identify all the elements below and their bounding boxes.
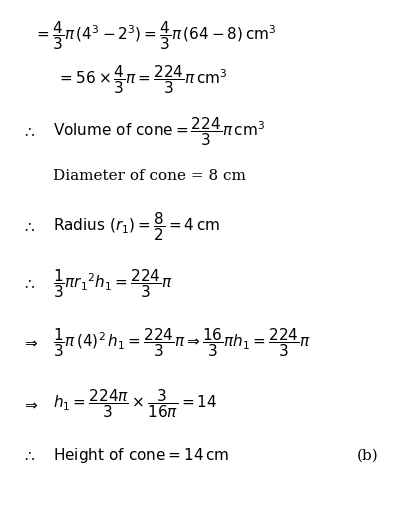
Text: $= \dfrac{4}{3}\pi\,(4^3 - 2^3) = \dfrac{4}{3}\pi\,(64 - 8)\,\mathrm{cm}^3$: $= \dfrac{4}{3}\pi\,(4^3 - 2^3) = \dfrac… xyxy=(34,19,276,52)
Text: $\dfrac{1}{3}\pi\,(4)^2\,h_1 = \dfrac{224}{3}\pi \Rightarrow \dfrac{16}{3}\pi h_: $\dfrac{1}{3}\pi\,(4)^2\,h_1 = \dfrac{22… xyxy=(53,326,311,359)
Text: $h_1 = \dfrac{224\pi}{3} \times \dfrac{3}{16\pi} = 14$: $h_1 = \dfrac{224\pi}{3} \times \dfrac{3… xyxy=(53,388,217,420)
Text: $\mathrm{Volume\ of\ cone} = \dfrac{224}{3}\pi\,\mathrm{cm}^3$: $\mathrm{Volume\ of\ cone} = \dfrac{224}… xyxy=(53,115,265,148)
Text: Diameter of cone = 8 cm: Diameter of cone = 8 cm xyxy=(53,168,246,183)
Text: $\therefore$: $\therefore$ xyxy=(22,448,36,463)
Text: $\therefore$: $\therefore$ xyxy=(22,220,36,234)
Text: $\mathrm{Height\ of\ cone} = 14\,\mathrm{cm}$: $\mathrm{Height\ of\ cone} = 14\,\mathrm… xyxy=(53,446,229,465)
Text: $\Rightarrow$: $\Rightarrow$ xyxy=(22,335,39,350)
Text: $\therefore$: $\therefore$ xyxy=(22,276,36,291)
Text: $= 56 \times \dfrac{4}{3}\pi = \dfrac{224}{3}\pi\,\mathrm{cm}^3$: $= 56 \times \dfrac{4}{3}\pi = \dfrac{22… xyxy=(57,63,227,96)
Text: $\Rightarrow$: $\Rightarrow$ xyxy=(22,397,39,411)
Text: $\therefore$: $\therefore$ xyxy=(22,124,36,139)
Text: (b): (b) xyxy=(357,448,379,462)
Text: $\mathrm{Radius\ }(r_1) = \dfrac{8}{2} = 4\,\mathrm{cm}$: $\mathrm{Radius\ }(r_1) = \dfrac{8}{2} =… xyxy=(53,211,220,243)
Text: $\dfrac{1}{3}\pi r_1{}^2 h_1 = \dfrac{224}{3}\pi$: $\dfrac{1}{3}\pi r_1{}^2 h_1 = \dfrac{22… xyxy=(53,267,173,300)
